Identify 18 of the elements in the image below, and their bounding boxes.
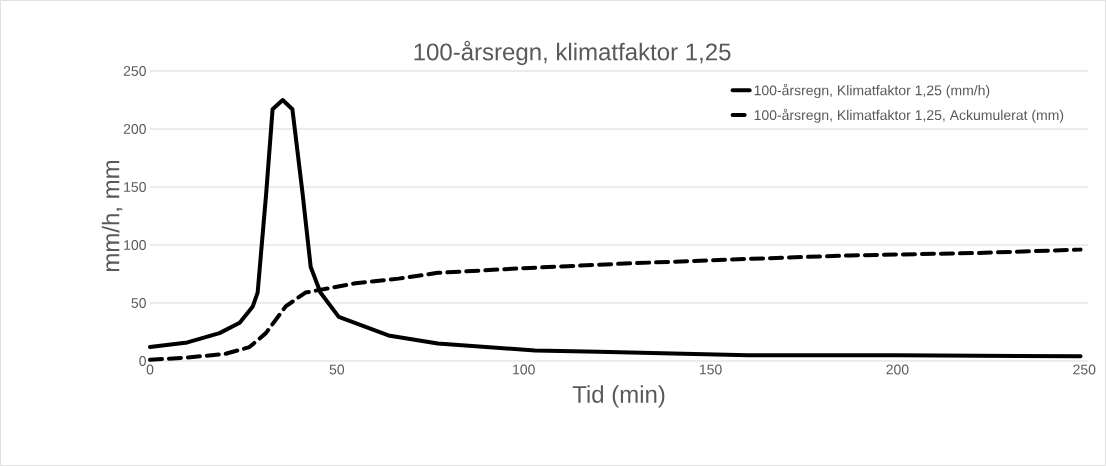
x-axis-title: Tid (min) [572, 385, 665, 408]
x-tick-label: 150 [699, 364, 722, 375]
y-axis-title: mm/h, mm [101, 160, 123, 272]
legend-label: 100-årsregn, Klimatfaktor 1,25, Ackumulerat (mm) [754, 108, 1064, 123]
y-tick-label: 50 [131, 298, 146, 308]
x-tick-label: 200 [886, 364, 909, 375]
x-tick-label: 50 [329, 364, 345, 375]
x-tick-label: 100 [513, 364, 535, 375]
x-tick-label: 0 [146, 364, 154, 375]
y-tick-label: 0 [139, 356, 146, 366]
y-tick-label: 150 [124, 182, 146, 192]
chart-title: 100-årsregn, klimatfaktor 1,25 [414, 40, 731, 66]
y-tick-label: 100 [124, 240, 146, 250]
legend-label: 100-årsregn, Klimatfaktor 1,25 (mm/h) [754, 83, 990, 99]
y-tick-label: 200 [123, 124, 146, 134]
line-series [148, 97, 1083, 359]
y-tick-label: 250 [123, 66, 146, 76]
x-tick-label: 250 [1073, 364, 1096, 375]
